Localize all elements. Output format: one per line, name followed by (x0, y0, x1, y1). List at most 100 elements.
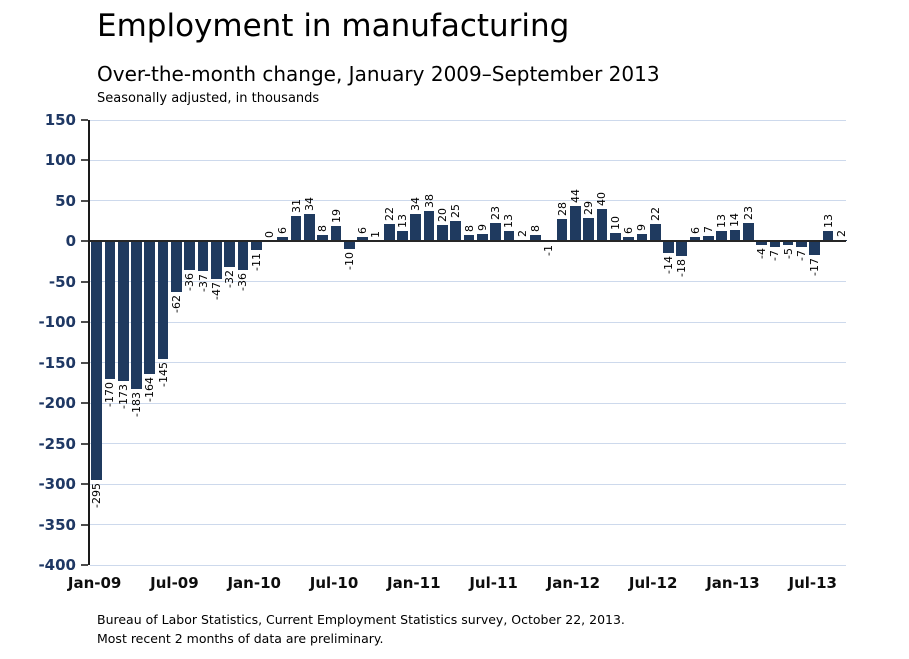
bar (91, 241, 102, 481)
bar (317, 234, 329, 242)
bar-label: -7 (768, 250, 782, 261)
bar (171, 241, 182, 292)
bar-label: 34 (409, 196, 423, 211)
bar-label: 6 (688, 226, 702, 234)
bar-label: 8 (316, 224, 330, 232)
y-axis-label: -50 (48, 272, 76, 291)
bar (357, 236, 368, 242)
bar (330, 225, 342, 242)
bar (277, 236, 289, 242)
bar (623, 236, 634, 242)
bar (583, 217, 595, 242)
x-axis-label: Jul-12 (628, 574, 678, 592)
bar (756, 241, 767, 245)
bar-label: 20 (435, 208, 449, 223)
footer-source: Bureau of Labor Statistics, Current Empl… (97, 612, 625, 627)
gridline (90, 321, 846, 323)
y-axis-label: 50 (55, 191, 76, 210)
bar-label: 22 (382, 206, 396, 221)
bar-label: 0 (263, 231, 277, 239)
gridline (90, 402, 846, 404)
x-axis-label: Jan-09 (67, 574, 122, 592)
bar-label: -18 (675, 258, 689, 277)
bar (184, 241, 196, 271)
x-axis-label: Jul-09 (150, 574, 199, 592)
y-axis-label: -200 (38, 394, 76, 413)
bar (649, 223, 661, 242)
bar-label: 13 (396, 213, 409, 228)
bar-label: -10 (342, 252, 356, 271)
bar (742, 222, 754, 242)
bar-label: 22 (648, 206, 662, 221)
bar-label: -1 (542, 245, 556, 257)
bar (570, 205, 581, 242)
y-axis-label: 0 (65, 232, 76, 251)
bar (609, 233, 621, 242)
chart-units-note: Seasonally adjusted, in thousands (97, 91, 320, 106)
bar-label: -5 (781, 248, 795, 260)
bar-label: 13 (502, 213, 516, 228)
y-axis-tick (81, 119, 88, 121)
bar-label: 10 (608, 216, 622, 231)
bar-label: 38 (422, 193, 436, 208)
bar (463, 234, 475, 242)
y-axis-tick (81, 159, 88, 162)
bar-label: -7 (794, 250, 808, 261)
bar (636, 234, 648, 242)
bar-label: 14 (728, 213, 742, 228)
bar (410, 213, 422, 242)
gridline (90, 524, 846, 526)
y-axis-tick (81, 523, 88, 526)
bar-label: -36 (236, 273, 250, 292)
y-axis-label: -300 (38, 475, 76, 494)
y-axis-label: -250 (38, 434, 76, 453)
bar (304, 213, 315, 242)
x-axis-label: Jul-13 (788, 574, 837, 592)
bar (397, 230, 408, 242)
bar (450, 221, 462, 242)
bar (556, 218, 568, 242)
bar-label: -170 (103, 381, 117, 407)
bar (769, 241, 781, 248)
chart-subtitle: Over-the-month change, January 2009–Sept… (97, 62, 660, 86)
bar-label: -164 (143, 377, 157, 403)
bar (437, 225, 448, 242)
bar (343, 241, 355, 250)
zero-line (90, 240, 846, 243)
bar-label: 1 (369, 230, 383, 238)
bar (530, 234, 541, 242)
bar-label: 6 (356, 226, 370, 234)
y-axis-label: 100 (44, 151, 76, 170)
gridline (90, 119, 846, 121)
bar-label: 31 (289, 199, 303, 214)
y-axis-label: -400 (38, 556, 76, 574)
bar-label: 44 (568, 188, 582, 203)
bar (689, 236, 701, 242)
bar-label: 34 (302, 196, 316, 211)
x-axis-label: Jul-10 (309, 574, 359, 592)
bar (729, 230, 741, 242)
gridline (90, 200, 846, 202)
bar-label: -145 (156, 361, 170, 387)
bar-label: 40 (595, 192, 609, 206)
bar-label: 8 (528, 224, 542, 232)
y-axis-label: 150 (44, 111, 76, 129)
bar-label: -4 (755, 247, 769, 259)
bar (663, 241, 674, 253)
bar (250, 241, 262, 251)
gridline (90, 564, 846, 566)
bar (822, 230, 834, 242)
bar (144, 241, 156, 375)
bar-label: -32 (223, 270, 237, 289)
gridline (90, 483, 846, 485)
bar-label: 6 (622, 226, 636, 234)
bar-label: 6 (276, 226, 290, 234)
bar (117, 241, 129, 382)
bar (383, 223, 395, 242)
gridline (90, 443, 846, 445)
x-axis-label: Jan-11 (387, 574, 441, 592)
gridline (90, 362, 846, 364)
bar-label: -173 (116, 384, 130, 410)
